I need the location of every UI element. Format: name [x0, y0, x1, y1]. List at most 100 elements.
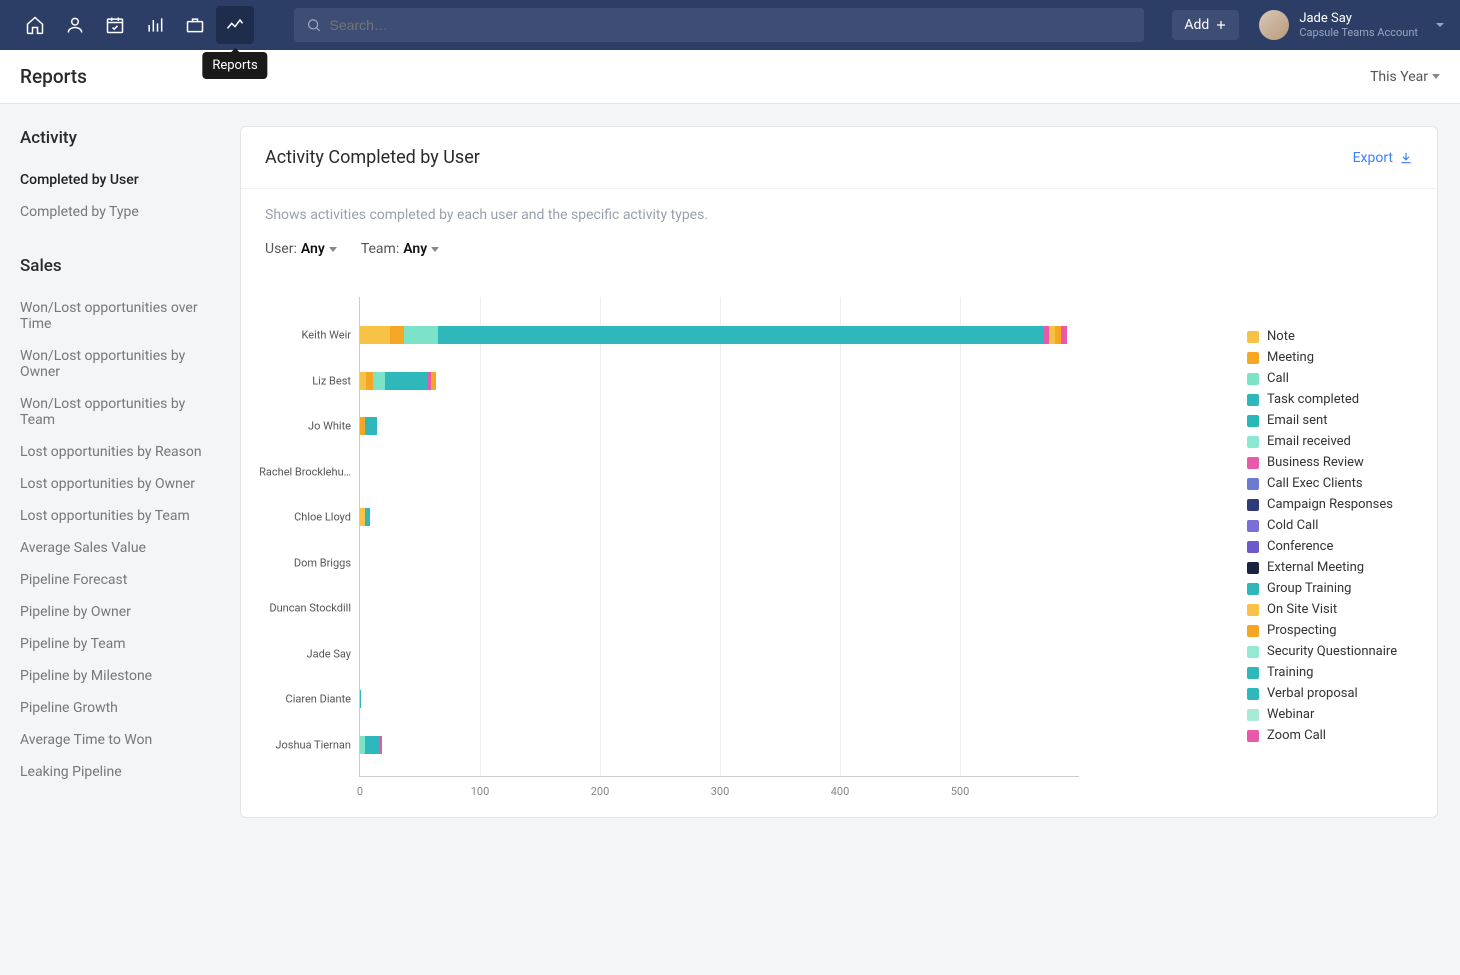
- nav-icons: Reports: [16, 6, 254, 44]
- bar-segment[interactable]: [360, 326, 390, 344]
- legend-item[interactable]: Security Questionnaire: [1247, 644, 1413, 659]
- legend-item[interactable]: Note: [1247, 329, 1413, 344]
- legend-item[interactable]: Email received: [1247, 434, 1413, 449]
- legend-item[interactable]: Call Exec Clients: [1247, 476, 1413, 491]
- add-button[interactable]: Add: [1172, 10, 1239, 40]
- bar-segment[interactable]: [365, 736, 379, 754]
- y-axis-label: Duncan Stockdill: [269, 602, 351, 615]
- report-subtitle: Shows activities completed by each user …: [241, 189, 1437, 223]
- sidebar-item[interactable]: Leaking Pipeline: [20, 756, 220, 788]
- topbar: Reports Add Jade Say Capsule Teams Accou…: [0, 0, 1460, 50]
- sidebar-item[interactable]: Pipeline by Owner: [20, 596, 220, 628]
- sidebar-item[interactable]: Completed by Type: [20, 196, 220, 228]
- bar-row: [360, 326, 1067, 344]
- y-axis-label: Joshua Tiernan: [275, 738, 351, 751]
- legend-item[interactable]: Webinar: [1247, 707, 1413, 722]
- user-filter[interactable]: User: Any: [265, 241, 337, 257]
- chevron-down-icon: [431, 247, 439, 252]
- nav-reports[interactable]: Reports: [216, 6, 254, 44]
- legend-item[interactable]: Prospecting: [1247, 623, 1413, 638]
- nav-cases[interactable]: [176, 6, 214, 44]
- legend-item[interactable]: Campaign Responses: [1247, 497, 1413, 512]
- sidebar-item[interactable]: Lost opportunities by Owner: [20, 468, 220, 500]
- x-axis-label: 0: [357, 785, 363, 798]
- sidebar-item[interactable]: Pipeline by Milestone: [20, 660, 220, 692]
- legend-swatch: [1247, 688, 1259, 700]
- bar-segment[interactable]: [365, 417, 377, 435]
- x-axis-label: 400: [831, 785, 850, 798]
- legend-label: Email received: [1267, 434, 1351, 449]
- sidebar-item[interactable]: Lost opportunities by Team: [20, 500, 220, 532]
- legend-item[interactable]: Verbal proposal: [1247, 686, 1413, 701]
- legend-item[interactable]: Call: [1247, 371, 1413, 386]
- legend-item[interactable]: Cold Call: [1247, 518, 1413, 533]
- legend-item[interactable]: Email sent: [1247, 413, 1413, 428]
- legend-swatch: [1247, 478, 1259, 490]
- gridline: [600, 297, 601, 776]
- legend-item[interactable]: Training: [1247, 665, 1413, 680]
- legend-item[interactable]: Business Review: [1247, 455, 1413, 470]
- bar-row: [360, 372, 436, 390]
- nav-home[interactable]: [16, 6, 54, 44]
- sidebar-item[interactable]: Average Time to Won: [20, 724, 220, 756]
- legend-item[interactable]: Meeting: [1247, 350, 1413, 365]
- sidebar-item[interactable]: Won/Lost opportunities by Team: [20, 388, 220, 436]
- search-box[interactable]: [294, 8, 1144, 42]
- legend-label: Cold Call: [1267, 518, 1318, 533]
- sidebar-item[interactable]: Won/Lost opportunities by Owner: [20, 340, 220, 388]
- legend-item[interactable]: Task completed: [1247, 392, 1413, 407]
- bar-segment[interactable]: [373, 372, 385, 390]
- legend-swatch: [1247, 436, 1259, 448]
- sidebar-item[interactable]: Pipeline Forecast: [20, 564, 220, 596]
- x-axis-label: 500: [951, 785, 970, 798]
- bar-segment[interactable]: [404, 326, 438, 344]
- legend: Note Meeting Call Task completed Email sent E…: [1223, 297, 1413, 777]
- bar-segment[interactable]: [438, 326, 1044, 344]
- time-filter[interactable]: This Year: [1370, 69, 1440, 85]
- card-head: Activity Completed by User Export: [241, 127, 1437, 189]
- legend-item[interactable]: On Site Visit: [1247, 602, 1413, 617]
- x-axis-label: 200: [591, 785, 610, 798]
- main-layout: ActivityCompleted by UserCompleted by Ty…: [0, 104, 1460, 840]
- legend-item[interactable]: External Meeting: [1247, 560, 1413, 575]
- legend-item[interactable]: Zoom Call: [1247, 728, 1413, 743]
- y-axis-label: Dom Briggs: [294, 556, 351, 569]
- legend-swatch: [1247, 499, 1259, 511]
- sidebar-item[interactable]: Average Sales Value: [20, 532, 220, 564]
- legend-item[interactable]: Group Training: [1247, 581, 1413, 596]
- sidebar-item[interactable]: Pipeline by Team: [20, 628, 220, 660]
- bar-segment[interactable]: [431, 372, 436, 390]
- bar-segment[interactable]: [385, 372, 427, 390]
- bar-segment[interactable]: [1061, 326, 1067, 344]
- bar-segment[interactable]: [390, 326, 404, 344]
- add-button-label: Add: [1184, 17, 1209, 33]
- search-input[interactable]: [330, 17, 1133, 33]
- legend-item[interactable]: Conference: [1247, 539, 1413, 554]
- nav-calendar[interactable]: [96, 6, 134, 44]
- bar-segment[interactable]: [365, 508, 370, 526]
- legend-swatch: [1247, 646, 1259, 658]
- legend-label: Group Training: [1267, 581, 1351, 596]
- bar-segment[interactable]: [366, 372, 373, 390]
- export-button[interactable]: Export: [1353, 150, 1413, 166]
- legend-label: Webinar: [1267, 707, 1314, 722]
- sidebar-item[interactable]: Completed by User: [20, 164, 220, 196]
- sidebar-item[interactable]: Lost opportunities by Reason: [20, 436, 220, 468]
- sidebar-item[interactable]: Won/Lost opportunities over Time: [20, 292, 220, 340]
- sidebar-item[interactable]: Pipeline Growth: [20, 692, 220, 724]
- legend-swatch: [1247, 457, 1259, 469]
- user-name: Jade Say: [1299, 11, 1418, 27]
- bar-segment[interactable]: [360, 690, 361, 708]
- legend-swatch: [1247, 415, 1259, 427]
- bar-segment[interactable]: [379, 736, 381, 754]
- team-filter[interactable]: Team: Any: [361, 241, 439, 257]
- search-wrap: [294, 8, 1144, 42]
- user-menu[interactable]: Jade Say Capsule Teams Account: [1259, 10, 1444, 40]
- nav-contacts[interactable]: [56, 6, 94, 44]
- legend-label: Call: [1267, 371, 1289, 386]
- legend-label: Conference: [1267, 539, 1333, 554]
- chart-wrap: Keith WeirLiz BestJo WhiteRachel Brockle…: [241, 267, 1437, 817]
- y-labels: Keith WeirLiz BestJo WhiteRachel Brockle…: [241, 297, 359, 777]
- nav-pipeline[interactable]: [136, 6, 174, 44]
- legend-swatch: [1247, 709, 1259, 721]
